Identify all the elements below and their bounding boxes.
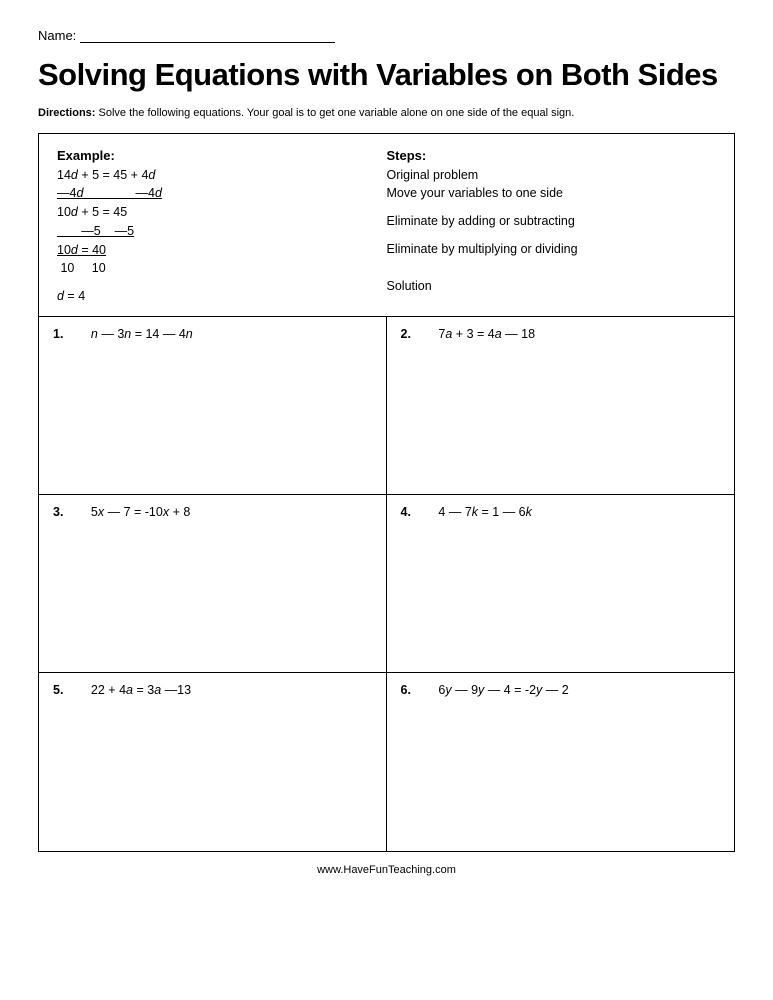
example-line4: —5 —5 (57, 222, 387, 241)
problem-4[interactable]: 4. 4 — 7k = 1 — 6k (387, 495, 735, 673)
name-input-line[interactable] (80, 29, 335, 43)
step-5: Solution (387, 277, 717, 296)
problem-equation: 22 + 4a = 3a —13 (91, 683, 191, 697)
name-label: Name: (38, 28, 76, 43)
example-line3: 10d + 5 = 45 (57, 203, 387, 222)
footer-url: www.HaveFunTeaching.com (38, 864, 735, 876)
problem-number: 2. (401, 327, 411, 341)
worksheet-title: Solving Equations with Variables on Both… (38, 57, 735, 93)
example-line1: 14d + 5 = 45 + 4d (57, 166, 387, 185)
problem-3[interactable]: 3. 5x — 7 = -10x + 8 (39, 495, 387, 673)
problem-number: 1. (53, 327, 63, 341)
example-section: Example: 14d + 5 = 45 + 4d —4d —4d 10d +… (39, 134, 734, 317)
example-work: Example: 14d + 5 = 45 + 4d —4d —4d 10d +… (57, 146, 387, 306)
problem-number: 6. (401, 683, 411, 697)
steps-heading: Steps: (387, 146, 717, 166)
step-4: Eliminate by multiplying or dividing (387, 240, 717, 259)
steps-column: Steps: Original problem Move your variab… (387, 146, 717, 306)
problem-equation: 7a + 3 = 4a — 18 (438, 327, 535, 341)
problem-equation: 5x — 7 = -10x + 8 (91, 505, 190, 519)
problem-6[interactable]: 6. 6y — 9y — 4 = -2y — 2 (387, 673, 735, 851)
problem-number: 5. (53, 683, 63, 697)
example-line6: 10 10 (57, 259, 387, 278)
problem-2[interactable]: 2. 7a + 3 = 4a — 18 (387, 317, 735, 495)
example-line7: d = 4 (57, 287, 387, 306)
step-1: Original problem (387, 166, 717, 185)
example-line5: 10d = 40 (57, 241, 387, 260)
problem-equation: 4 — 7k = 1 — 6k (438, 505, 531, 519)
problem-number: 3. (53, 505, 63, 519)
directions-label: Directions: (38, 107, 95, 119)
problem-equation: 6y — 9y — 4 = -2y — 2 (438, 683, 568, 697)
name-field: Name: (38, 28, 735, 43)
worksheet-container: Example: 14d + 5 = 45 + 4d —4d —4d 10d +… (38, 133, 735, 852)
step-2: Move your variables to one side (387, 184, 717, 203)
example-line2: —4d —4d (57, 184, 387, 203)
problem-5[interactable]: 5. 22 + 4a = 3a —13 (39, 673, 387, 851)
problem-1[interactable]: 1. n — 3n = 14 — 4n (39, 317, 387, 495)
problem-number: 4. (401, 505, 411, 519)
directions-text: Solve the following equations. Your goal… (95, 107, 574, 119)
step-3: Eliminate by adding or subtracting (387, 212, 717, 231)
example-heading: Example: (57, 146, 387, 166)
problem-equation: n — 3n = 14 — 4n (91, 327, 193, 341)
problems-grid: 1. n — 3n = 14 — 4n 2. 7a + 3 = 4a — 18 … (39, 317, 734, 851)
directions: Directions: Solve the following equation… (38, 107, 735, 119)
